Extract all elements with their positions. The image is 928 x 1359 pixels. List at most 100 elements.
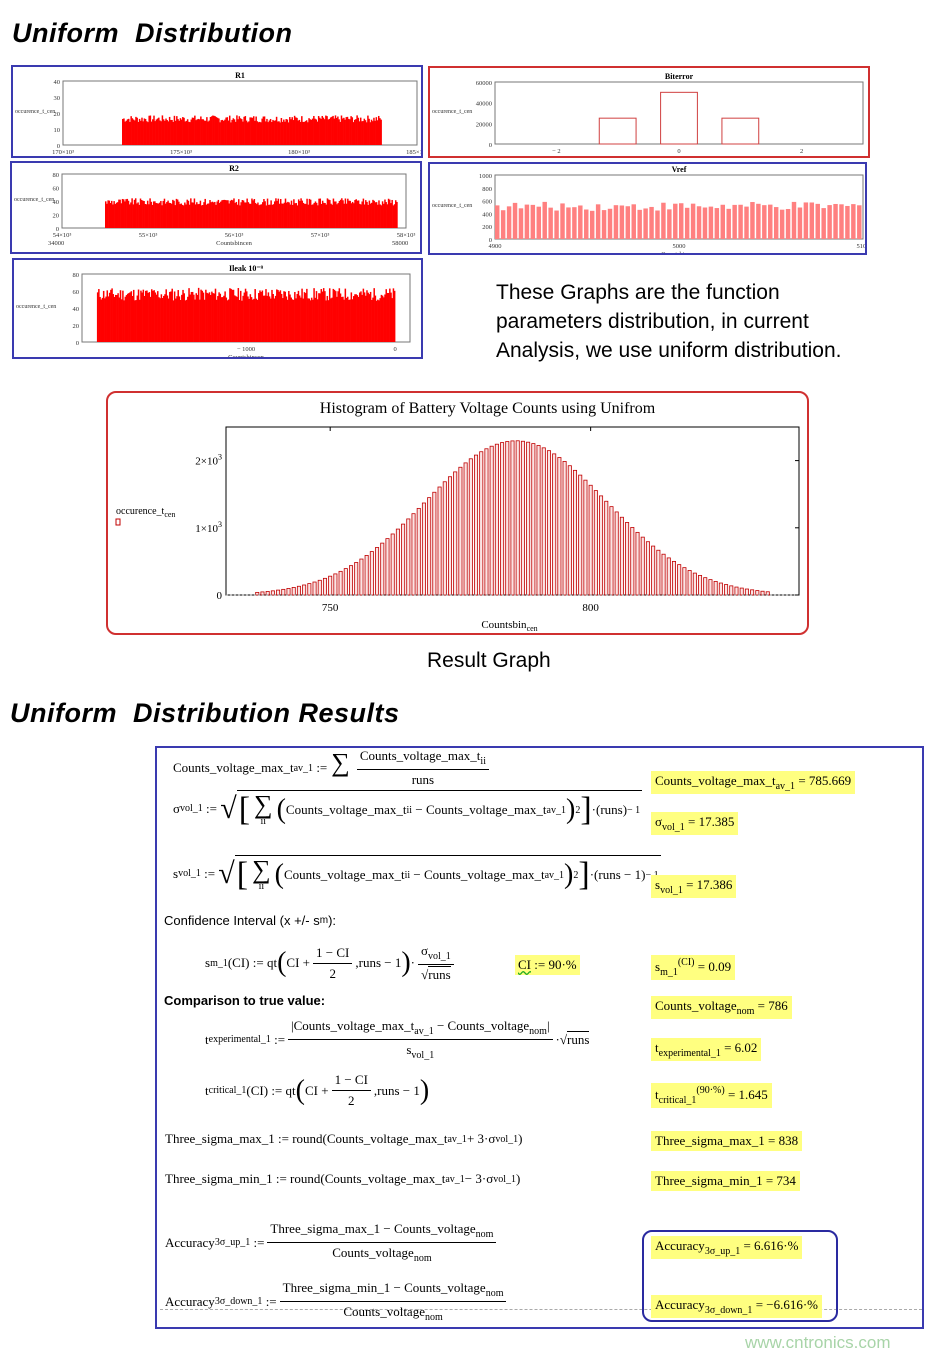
bar xyxy=(274,295,277,342)
formula-three-sigma-max: Three_sigma_max_1 := round(Counts_voltag… xyxy=(165,1131,523,1146)
histogram-bar xyxy=(578,474,583,596)
bar xyxy=(357,117,360,145)
bar xyxy=(297,120,299,145)
bar xyxy=(307,204,310,228)
bar xyxy=(326,116,328,145)
bar xyxy=(239,118,242,145)
bar xyxy=(132,204,135,228)
bar xyxy=(185,299,188,342)
x-tick-label: 55×10³ xyxy=(139,232,158,239)
bar xyxy=(272,293,274,342)
bar xyxy=(205,289,207,342)
bar xyxy=(149,296,152,342)
bar xyxy=(125,199,127,228)
chart-vref: Vref 0 200 400 600 800 1000 4900 5000 5100 occuren… xyxy=(428,162,870,258)
bar xyxy=(151,204,154,228)
bar xyxy=(174,120,177,145)
bar xyxy=(391,298,393,342)
bar xyxy=(101,297,104,342)
bar xyxy=(353,203,355,228)
bar xyxy=(353,296,355,342)
bar xyxy=(272,119,274,145)
bar xyxy=(244,116,247,145)
bar xyxy=(357,200,360,228)
bar xyxy=(255,116,257,145)
bar xyxy=(845,205,850,239)
result-sub: experimental_1 xyxy=(658,1048,721,1059)
bar xyxy=(215,117,218,145)
bar xyxy=(333,201,336,228)
bar xyxy=(373,200,375,228)
bar xyxy=(176,116,178,145)
bar xyxy=(120,203,123,228)
bar xyxy=(374,120,376,145)
bar xyxy=(333,289,336,342)
bar xyxy=(369,203,372,228)
bar xyxy=(174,205,177,228)
histogram-bar xyxy=(573,469,578,596)
bar xyxy=(114,294,117,342)
bar xyxy=(326,295,329,342)
bar xyxy=(619,205,625,239)
histogram-bar xyxy=(447,476,452,596)
bar xyxy=(336,204,338,228)
histogram-bar xyxy=(406,518,411,596)
bar xyxy=(355,294,357,342)
bar xyxy=(188,121,190,145)
bar xyxy=(327,199,330,228)
bar xyxy=(294,291,296,342)
bar xyxy=(257,202,259,228)
bar xyxy=(137,289,140,342)
bar xyxy=(380,205,383,228)
bar xyxy=(300,198,302,228)
histogram-bar xyxy=(651,545,656,596)
bar xyxy=(385,202,387,228)
bar xyxy=(229,200,232,228)
section-heading-uniform-distribution: Uniform Distribution xyxy=(12,18,293,48)
histogram-bar xyxy=(442,481,447,596)
bar xyxy=(289,117,291,145)
histogram-bar xyxy=(458,466,463,596)
y-tick-label: 0 xyxy=(489,237,492,244)
bar xyxy=(118,297,121,342)
bar xyxy=(311,204,313,228)
bar xyxy=(248,121,250,145)
bar xyxy=(211,291,213,342)
comparison-heading: Comparison to true value: xyxy=(164,993,326,1008)
y-tick-label: 20 xyxy=(54,111,61,118)
bar xyxy=(340,115,343,145)
bar xyxy=(284,291,286,342)
bar xyxy=(330,298,332,342)
bar xyxy=(251,117,254,145)
bar xyxy=(192,202,194,228)
bar xyxy=(118,199,120,228)
histogram-bar xyxy=(416,507,421,596)
bar xyxy=(339,293,342,342)
bar xyxy=(105,296,107,342)
bar xyxy=(357,296,360,342)
bar xyxy=(119,199,121,228)
bar xyxy=(390,203,392,228)
histogram-bar xyxy=(354,562,359,596)
bar xyxy=(232,118,235,145)
bar xyxy=(206,117,208,145)
bar xyxy=(265,121,267,145)
bar xyxy=(314,297,317,342)
bar xyxy=(318,293,320,342)
bar xyxy=(341,118,344,145)
bar xyxy=(377,115,380,145)
bar xyxy=(371,121,374,145)
histogram-bar xyxy=(270,590,275,596)
bar xyxy=(263,116,266,145)
bar xyxy=(119,290,122,342)
bar xyxy=(325,300,327,342)
bar xyxy=(131,198,133,228)
histogram-bar xyxy=(703,577,708,596)
bar xyxy=(324,203,326,228)
y-tick-label: 0 xyxy=(76,340,79,347)
bar xyxy=(613,205,619,239)
bar xyxy=(250,297,253,342)
result-value: = −6.616·% xyxy=(752,1297,819,1312)
y-axis-legend: occurence_t_cen xyxy=(16,304,56,310)
histogram-bar xyxy=(500,442,505,596)
